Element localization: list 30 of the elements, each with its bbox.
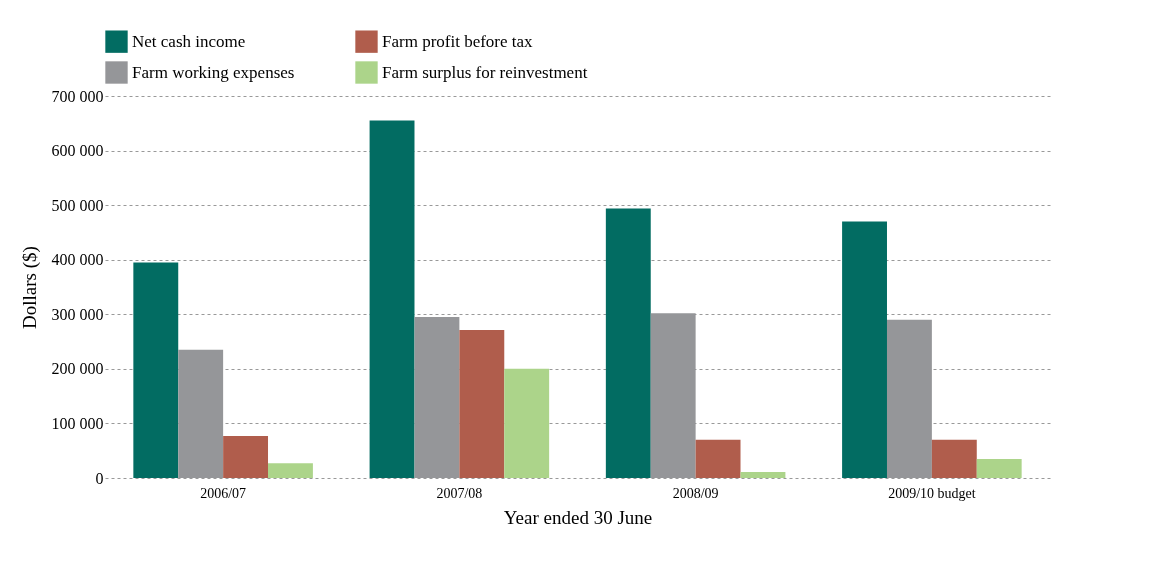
bar bbox=[740, 472, 786, 478]
y-tick-label: 400 000 bbox=[51, 251, 104, 269]
bar bbox=[931, 439, 977, 478]
legend-label: Net cash income bbox=[132, 31, 246, 51]
y-tick-label: 100 000 bbox=[51, 414, 104, 432]
bar bbox=[459, 330, 505, 478]
bar bbox=[695, 439, 741, 478]
y-tick-label: 0 bbox=[95, 469, 104, 487]
legend-label: Farm surplus for reinvestment bbox=[382, 62, 588, 82]
x-tick-label: 2007/08 bbox=[436, 485, 483, 501]
legend-label: Farm working expenses bbox=[132, 62, 295, 82]
y-tick-label: 200 000 bbox=[51, 360, 104, 378]
y-axis-title: Dollars ($) bbox=[18, 246, 41, 329]
y-tick-label: 700 000 bbox=[51, 87, 104, 105]
y-tick-label: 600 000 bbox=[51, 142, 104, 160]
bar bbox=[504, 368, 550, 478]
y-tick-label: 300 000 bbox=[51, 305, 104, 323]
y-tick-label: 500 000 bbox=[51, 196, 104, 214]
bar bbox=[369, 120, 415, 478]
bar bbox=[842, 221, 887, 478]
legend-label: Farm profit before tax bbox=[382, 31, 534, 51]
x-tick-label: 2009/10 budget bbox=[888, 485, 976, 501]
x-axis-title: Year ended 30 June bbox=[503, 506, 653, 528]
bar bbox=[976, 458, 1022, 478]
x-tick-label: 2008/09 bbox=[672, 485, 719, 501]
x-tick-label: 2006/07 bbox=[200, 485, 247, 501]
bar bbox=[268, 463, 313, 478]
bar bbox=[223, 435, 269, 478]
bar bbox=[133, 262, 179, 478]
bar bbox=[605, 208, 651, 478]
